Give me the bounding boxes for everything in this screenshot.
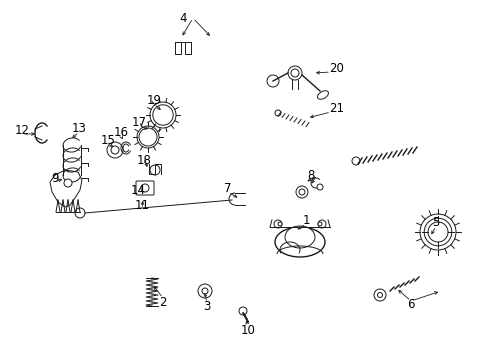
Circle shape — [150, 165, 160, 175]
Circle shape — [137, 126, 159, 148]
Circle shape — [278, 222, 282, 226]
Circle shape — [202, 288, 207, 294]
Text: 3: 3 — [203, 301, 210, 314]
Circle shape — [107, 142, 123, 158]
Circle shape — [423, 218, 451, 246]
Circle shape — [317, 222, 321, 226]
Ellipse shape — [285, 226, 314, 248]
Text: 14: 14 — [130, 184, 145, 197]
Circle shape — [75, 208, 85, 218]
Text: 17: 17 — [131, 116, 146, 129]
Text: 12: 12 — [15, 123, 29, 136]
Text: 18: 18 — [136, 153, 151, 166]
Circle shape — [290, 69, 298, 77]
Circle shape — [373, 289, 385, 301]
Text: 13: 13 — [71, 122, 86, 135]
Text: 2: 2 — [159, 296, 166, 309]
Circle shape — [198, 284, 212, 298]
Text: 4: 4 — [179, 12, 186, 24]
Text: 8: 8 — [306, 168, 314, 181]
Ellipse shape — [317, 91, 328, 99]
Ellipse shape — [274, 227, 325, 257]
Text: 5: 5 — [431, 216, 439, 229]
Circle shape — [419, 214, 455, 250]
Text: 1: 1 — [302, 213, 309, 226]
Circle shape — [351, 157, 359, 165]
Text: 9: 9 — [51, 171, 59, 185]
Text: 20: 20 — [329, 62, 344, 75]
Text: 6: 6 — [407, 298, 414, 311]
Circle shape — [427, 222, 447, 242]
Circle shape — [266, 75, 279, 87]
Circle shape — [317, 220, 325, 228]
Circle shape — [274, 110, 281, 116]
Text: 10: 10 — [240, 324, 255, 337]
Circle shape — [377, 292, 382, 297]
Circle shape — [139, 128, 157, 146]
Circle shape — [316, 184, 323, 190]
Text: 7: 7 — [224, 181, 231, 194]
Text: 19: 19 — [146, 94, 161, 107]
Circle shape — [152, 105, 173, 125]
FancyBboxPatch shape — [136, 181, 154, 195]
Text: 16: 16 — [113, 126, 128, 139]
Text: 11: 11 — [134, 198, 149, 212]
Circle shape — [295, 186, 307, 198]
Circle shape — [239, 307, 246, 315]
Text: 15: 15 — [101, 134, 115, 147]
Text: 21: 21 — [329, 102, 344, 114]
Circle shape — [111, 146, 119, 154]
Circle shape — [298, 189, 305, 195]
Circle shape — [141, 184, 149, 192]
Circle shape — [287, 66, 302, 80]
Circle shape — [64, 179, 72, 187]
Circle shape — [150, 102, 176, 128]
Circle shape — [273, 220, 282, 228]
